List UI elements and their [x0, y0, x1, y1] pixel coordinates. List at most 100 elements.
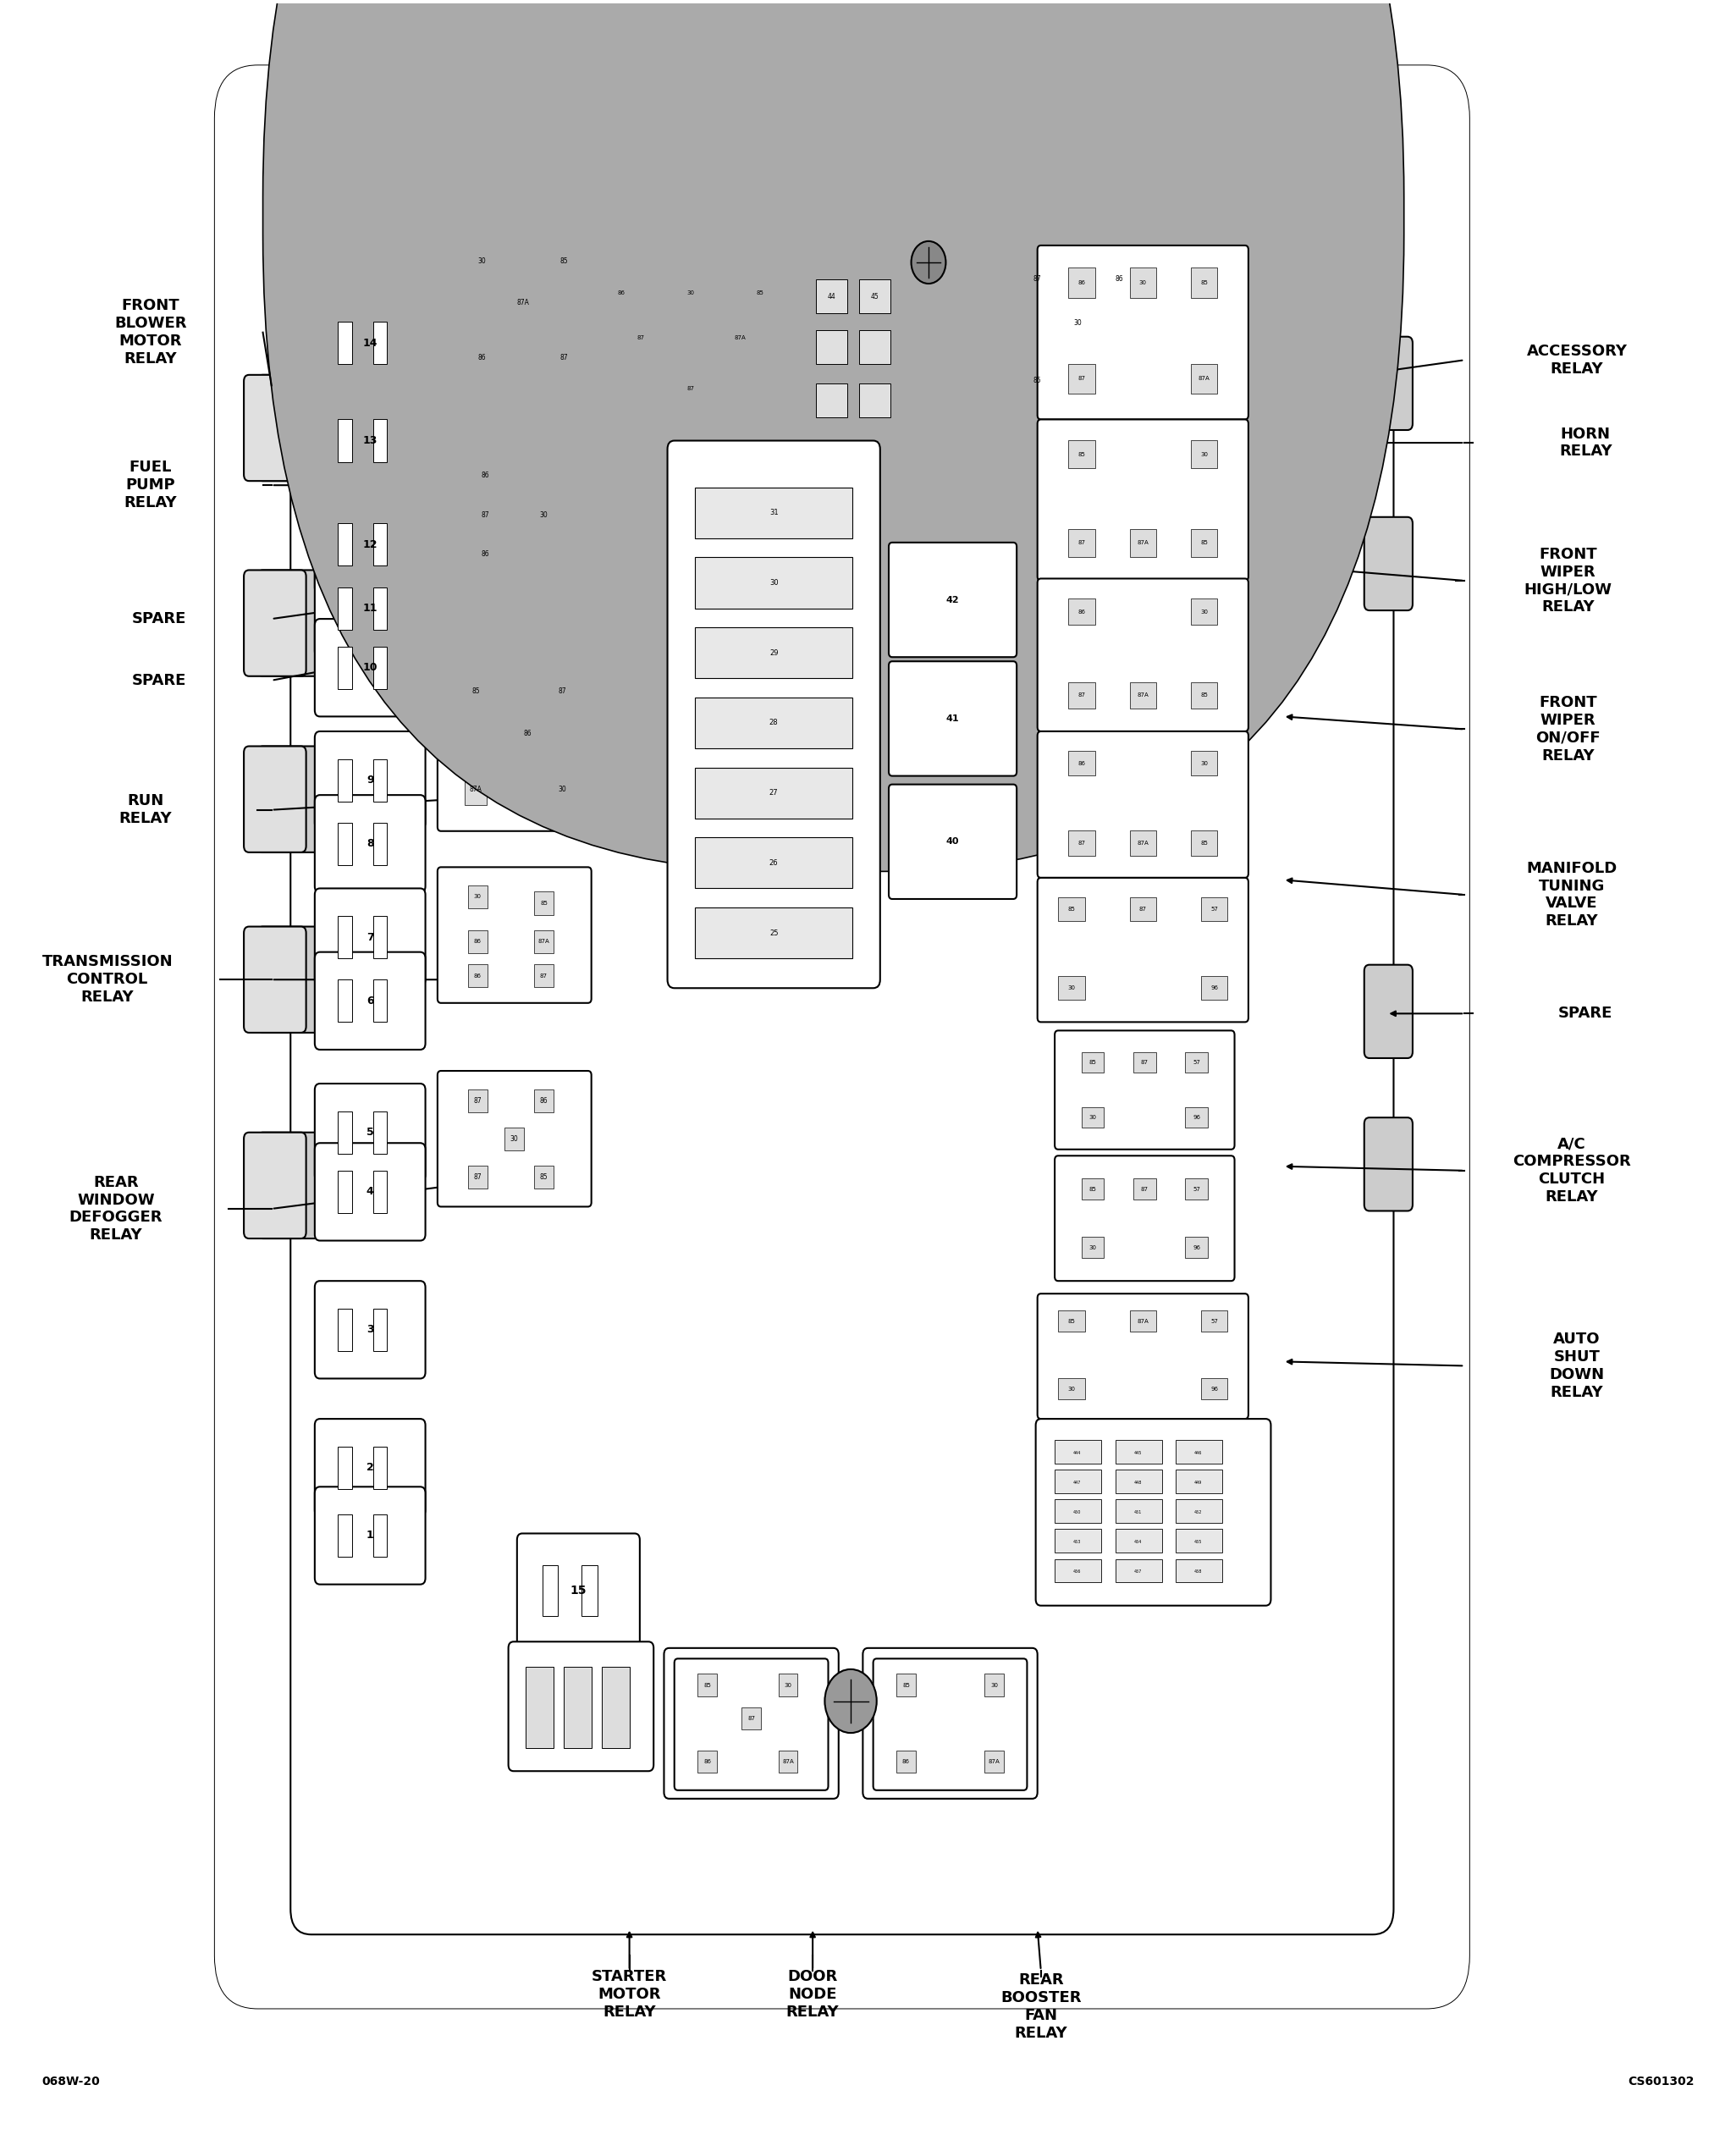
- Bar: [1059, 1377, 1085, 1399]
- Text: A/C
COMPRESSOR
CLUTCH
RELAY: A/C COMPRESSOR CLUTCH RELAY: [1512, 1137, 1630, 1205]
- Bar: [373, 1446, 387, 1488]
- FancyBboxPatch shape: [437, 445, 592, 585]
- FancyBboxPatch shape: [243, 571, 306, 677]
- FancyBboxPatch shape: [314, 732, 425, 828]
- Bar: [1068, 752, 1095, 775]
- Text: 87: 87: [481, 511, 490, 519]
- Bar: [373, 979, 387, 1022]
- Text: 85: 85: [1088, 1060, 1097, 1064]
- Text: 447: 447: [1073, 1480, 1082, 1484]
- Bar: [1082, 1179, 1104, 1199]
- Text: 454: 454: [1134, 1539, 1142, 1544]
- Bar: [550, 675, 573, 707]
- Text: REAR
BOOSTER
FAN
RELAY: REAR BOOSTER FAN RELAY: [1000, 1974, 1082, 2040]
- Bar: [1134, 1179, 1156, 1199]
- FancyBboxPatch shape: [889, 783, 1017, 898]
- Text: 30: 30: [1200, 609, 1208, 613]
- Text: 85: 85: [1033, 377, 1042, 383]
- Bar: [1130, 530, 1156, 556]
- Text: 85: 85: [703, 1682, 712, 1688]
- FancyBboxPatch shape: [215, 66, 1470, 2010]
- Bar: [677, 373, 703, 405]
- Bar: [1186, 1179, 1208, 1199]
- Bar: [1201, 975, 1227, 1001]
- Text: REAR
WINDOW
DEFOGGER
RELAY: REAR WINDOW DEFOGGER RELAY: [69, 1175, 163, 1243]
- Bar: [1068, 441, 1095, 468]
- Text: 86: 86: [540, 1096, 549, 1105]
- Bar: [476, 502, 495, 526]
- Bar: [694, 558, 852, 609]
- Bar: [1186, 1107, 1208, 1128]
- Bar: [339, 1111, 352, 1154]
- Bar: [1191, 268, 1217, 298]
- Text: 85: 85: [1068, 907, 1075, 911]
- Text: FRONT
WIPER
ON/OFF
RELAY: FRONT WIPER ON/OFF RELAY: [1536, 696, 1601, 764]
- Bar: [1055, 1529, 1101, 1552]
- Text: 57: 57: [1193, 1186, 1200, 1192]
- Bar: [535, 964, 554, 988]
- FancyBboxPatch shape: [785, 230, 995, 434]
- Bar: [694, 628, 852, 679]
- Bar: [859, 279, 891, 313]
- Bar: [373, 1111, 387, 1154]
- Text: 86: 86: [1115, 275, 1123, 283]
- Bar: [859, 330, 891, 364]
- Bar: [1186, 1052, 1208, 1073]
- Bar: [339, 915, 352, 958]
- Text: 455: 455: [1194, 1539, 1203, 1544]
- Text: 42: 42: [946, 596, 960, 605]
- Text: ACCESSORY
RELAY: ACCESSORY RELAY: [1526, 343, 1627, 377]
- FancyBboxPatch shape: [437, 224, 609, 398]
- FancyBboxPatch shape: [243, 375, 306, 481]
- FancyBboxPatch shape: [437, 867, 592, 1003]
- FancyBboxPatch shape: [314, 794, 425, 892]
- Bar: [339, 822, 352, 864]
- Text: 87: 87: [1078, 841, 1085, 845]
- Text: 87: 87: [1078, 541, 1085, 545]
- FancyBboxPatch shape: [257, 571, 319, 677]
- Text: CS601302: CS601302: [1628, 2076, 1694, 2086]
- Text: 30: 30: [474, 894, 481, 898]
- Text: 30: 30: [1068, 986, 1075, 990]
- FancyBboxPatch shape: [1038, 245, 1248, 419]
- Bar: [1055, 1499, 1101, 1522]
- Text: 3: 3: [366, 1324, 373, 1335]
- Text: 9: 9: [366, 775, 373, 786]
- Bar: [373, 321, 387, 364]
- FancyBboxPatch shape: [517, 1533, 641, 1648]
- Bar: [1191, 441, 1217, 468]
- Bar: [476, 464, 495, 488]
- Text: 87: 87: [1078, 692, 1085, 698]
- FancyBboxPatch shape: [863, 1648, 1038, 1799]
- Bar: [535, 892, 554, 915]
- Bar: [469, 964, 488, 988]
- Bar: [373, 1514, 387, 1556]
- Text: 30: 30: [540, 511, 549, 519]
- FancyBboxPatch shape: [1038, 419, 1248, 581]
- Text: SPARE: SPARE: [132, 673, 186, 688]
- Bar: [694, 488, 852, 539]
- Bar: [1115, 1558, 1161, 1582]
- Bar: [1109, 262, 1130, 296]
- Text: 30: 30: [1075, 319, 1082, 326]
- Text: 87: 87: [557, 688, 566, 694]
- Text: 87: 87: [1141, 1060, 1149, 1064]
- Text: 57: 57: [1210, 1318, 1219, 1324]
- Bar: [727, 321, 753, 353]
- FancyBboxPatch shape: [227, 81, 1458, 1995]
- Bar: [1115, 1469, 1161, 1492]
- Bar: [602, 1667, 630, 1748]
- Bar: [373, 647, 387, 690]
- FancyBboxPatch shape: [257, 375, 319, 481]
- Text: 457: 457: [1134, 1569, 1142, 1573]
- FancyBboxPatch shape: [889, 662, 1017, 775]
- Bar: [1130, 683, 1156, 709]
- Bar: [1191, 364, 1217, 394]
- Text: 87: 87: [1139, 907, 1147, 911]
- FancyBboxPatch shape: [243, 745, 306, 852]
- Bar: [778, 1750, 797, 1773]
- Bar: [373, 822, 387, 864]
- Bar: [469, 886, 488, 909]
- Bar: [535, 930, 554, 954]
- Bar: [816, 279, 847, 313]
